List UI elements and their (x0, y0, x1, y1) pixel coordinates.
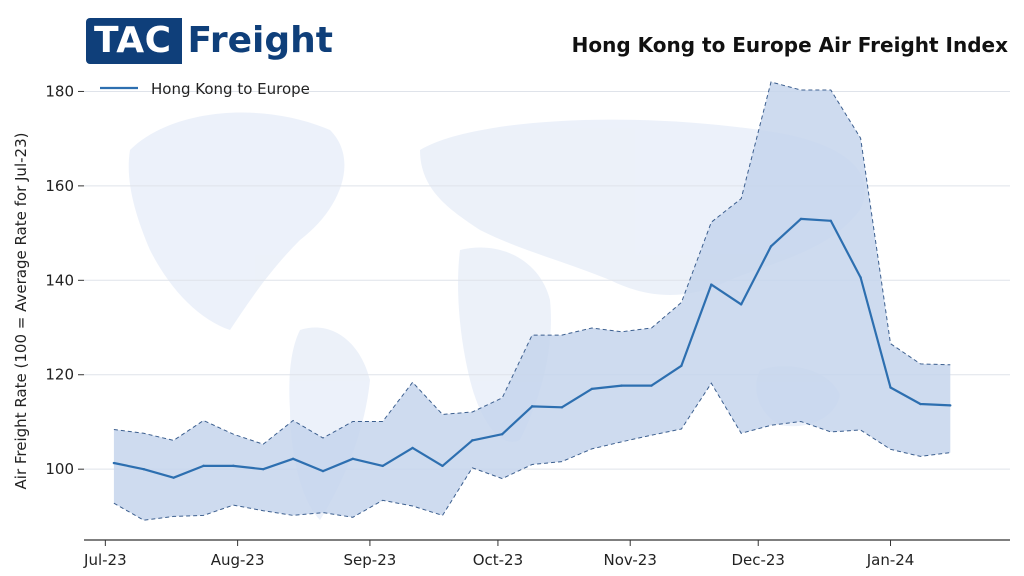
data-point (530, 405, 534, 408)
y-tick-label: 160 (45, 177, 74, 195)
data-point (919, 402, 922, 406)
data-point (321, 469, 325, 473)
x-axis-ticks: Jul-23 Aug-23 Sep-23 Oct-23 Nov-23 Dec-23 Jan-… (83, 540, 914, 569)
y-axis-label: Air Freight Rate (100 = Average Rate for… (12, 133, 30, 490)
logo-part-b: Freight (187, 20, 333, 61)
data-point (739, 303, 743, 306)
data-point (232, 464, 235, 468)
data-point (889, 386, 892, 389)
legend: Hong Kong to Europe (100, 80, 310, 98)
data-point (471, 439, 474, 442)
y-tick-label: 140 (45, 271, 74, 289)
y-tick-label: 100 (45, 460, 74, 478)
y-tick-label: 180 (45, 82, 74, 100)
data-point (172, 476, 175, 479)
tac-freight-logo: TAC Freight (86, 18, 333, 64)
data-point (112, 461, 116, 465)
data-point (500, 433, 504, 436)
band-lower-edge (113, 382, 951, 521)
data-point (769, 245, 773, 248)
data-point (590, 387, 594, 391)
x-tick-label: Dec-23 (731, 551, 785, 569)
x-tick-label: Jul-23 (83, 551, 127, 569)
range-band (113, 82, 951, 521)
x-tick-label: Oct-23 (473, 551, 523, 569)
data-point (291, 457, 295, 460)
data-point (859, 276, 862, 279)
logo-part-a: TAC (86, 18, 182, 64)
y-axis-ticks: 100 120 140 160 180 (45, 82, 84, 478)
data-point (381, 464, 384, 468)
data-point (650, 384, 653, 387)
x-tick-label: Aug-23 (211, 551, 265, 569)
data-point (142, 467, 145, 471)
data-point (202, 464, 205, 468)
data-point (262, 467, 265, 471)
series-points (112, 217, 952, 479)
legend-label: Hong Kong to Europe (151, 80, 310, 98)
data-point (620, 384, 623, 387)
x-tick-label: Nov-23 (604, 551, 657, 569)
x-tick-label: Jan-24 (866, 551, 915, 569)
data-point (829, 219, 832, 223)
x-tick-label: Sep-23 (344, 551, 397, 569)
band-upper-edge (113, 81, 951, 445)
data-point (680, 364, 683, 367)
y-tick-label: 120 (45, 366, 74, 384)
data-point (351, 457, 355, 460)
data-point (710, 283, 713, 286)
data-point (441, 464, 444, 468)
data-point (799, 217, 803, 221)
data-point (949, 404, 952, 407)
data-point (560, 406, 564, 409)
data-point (411, 446, 414, 450)
chart-title: Hong Kong to Europe Air Freight Index (571, 33, 1008, 57)
